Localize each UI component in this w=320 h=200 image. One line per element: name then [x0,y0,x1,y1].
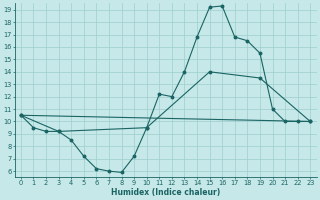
X-axis label: Humidex (Indice chaleur): Humidex (Indice chaleur) [111,188,220,197]
